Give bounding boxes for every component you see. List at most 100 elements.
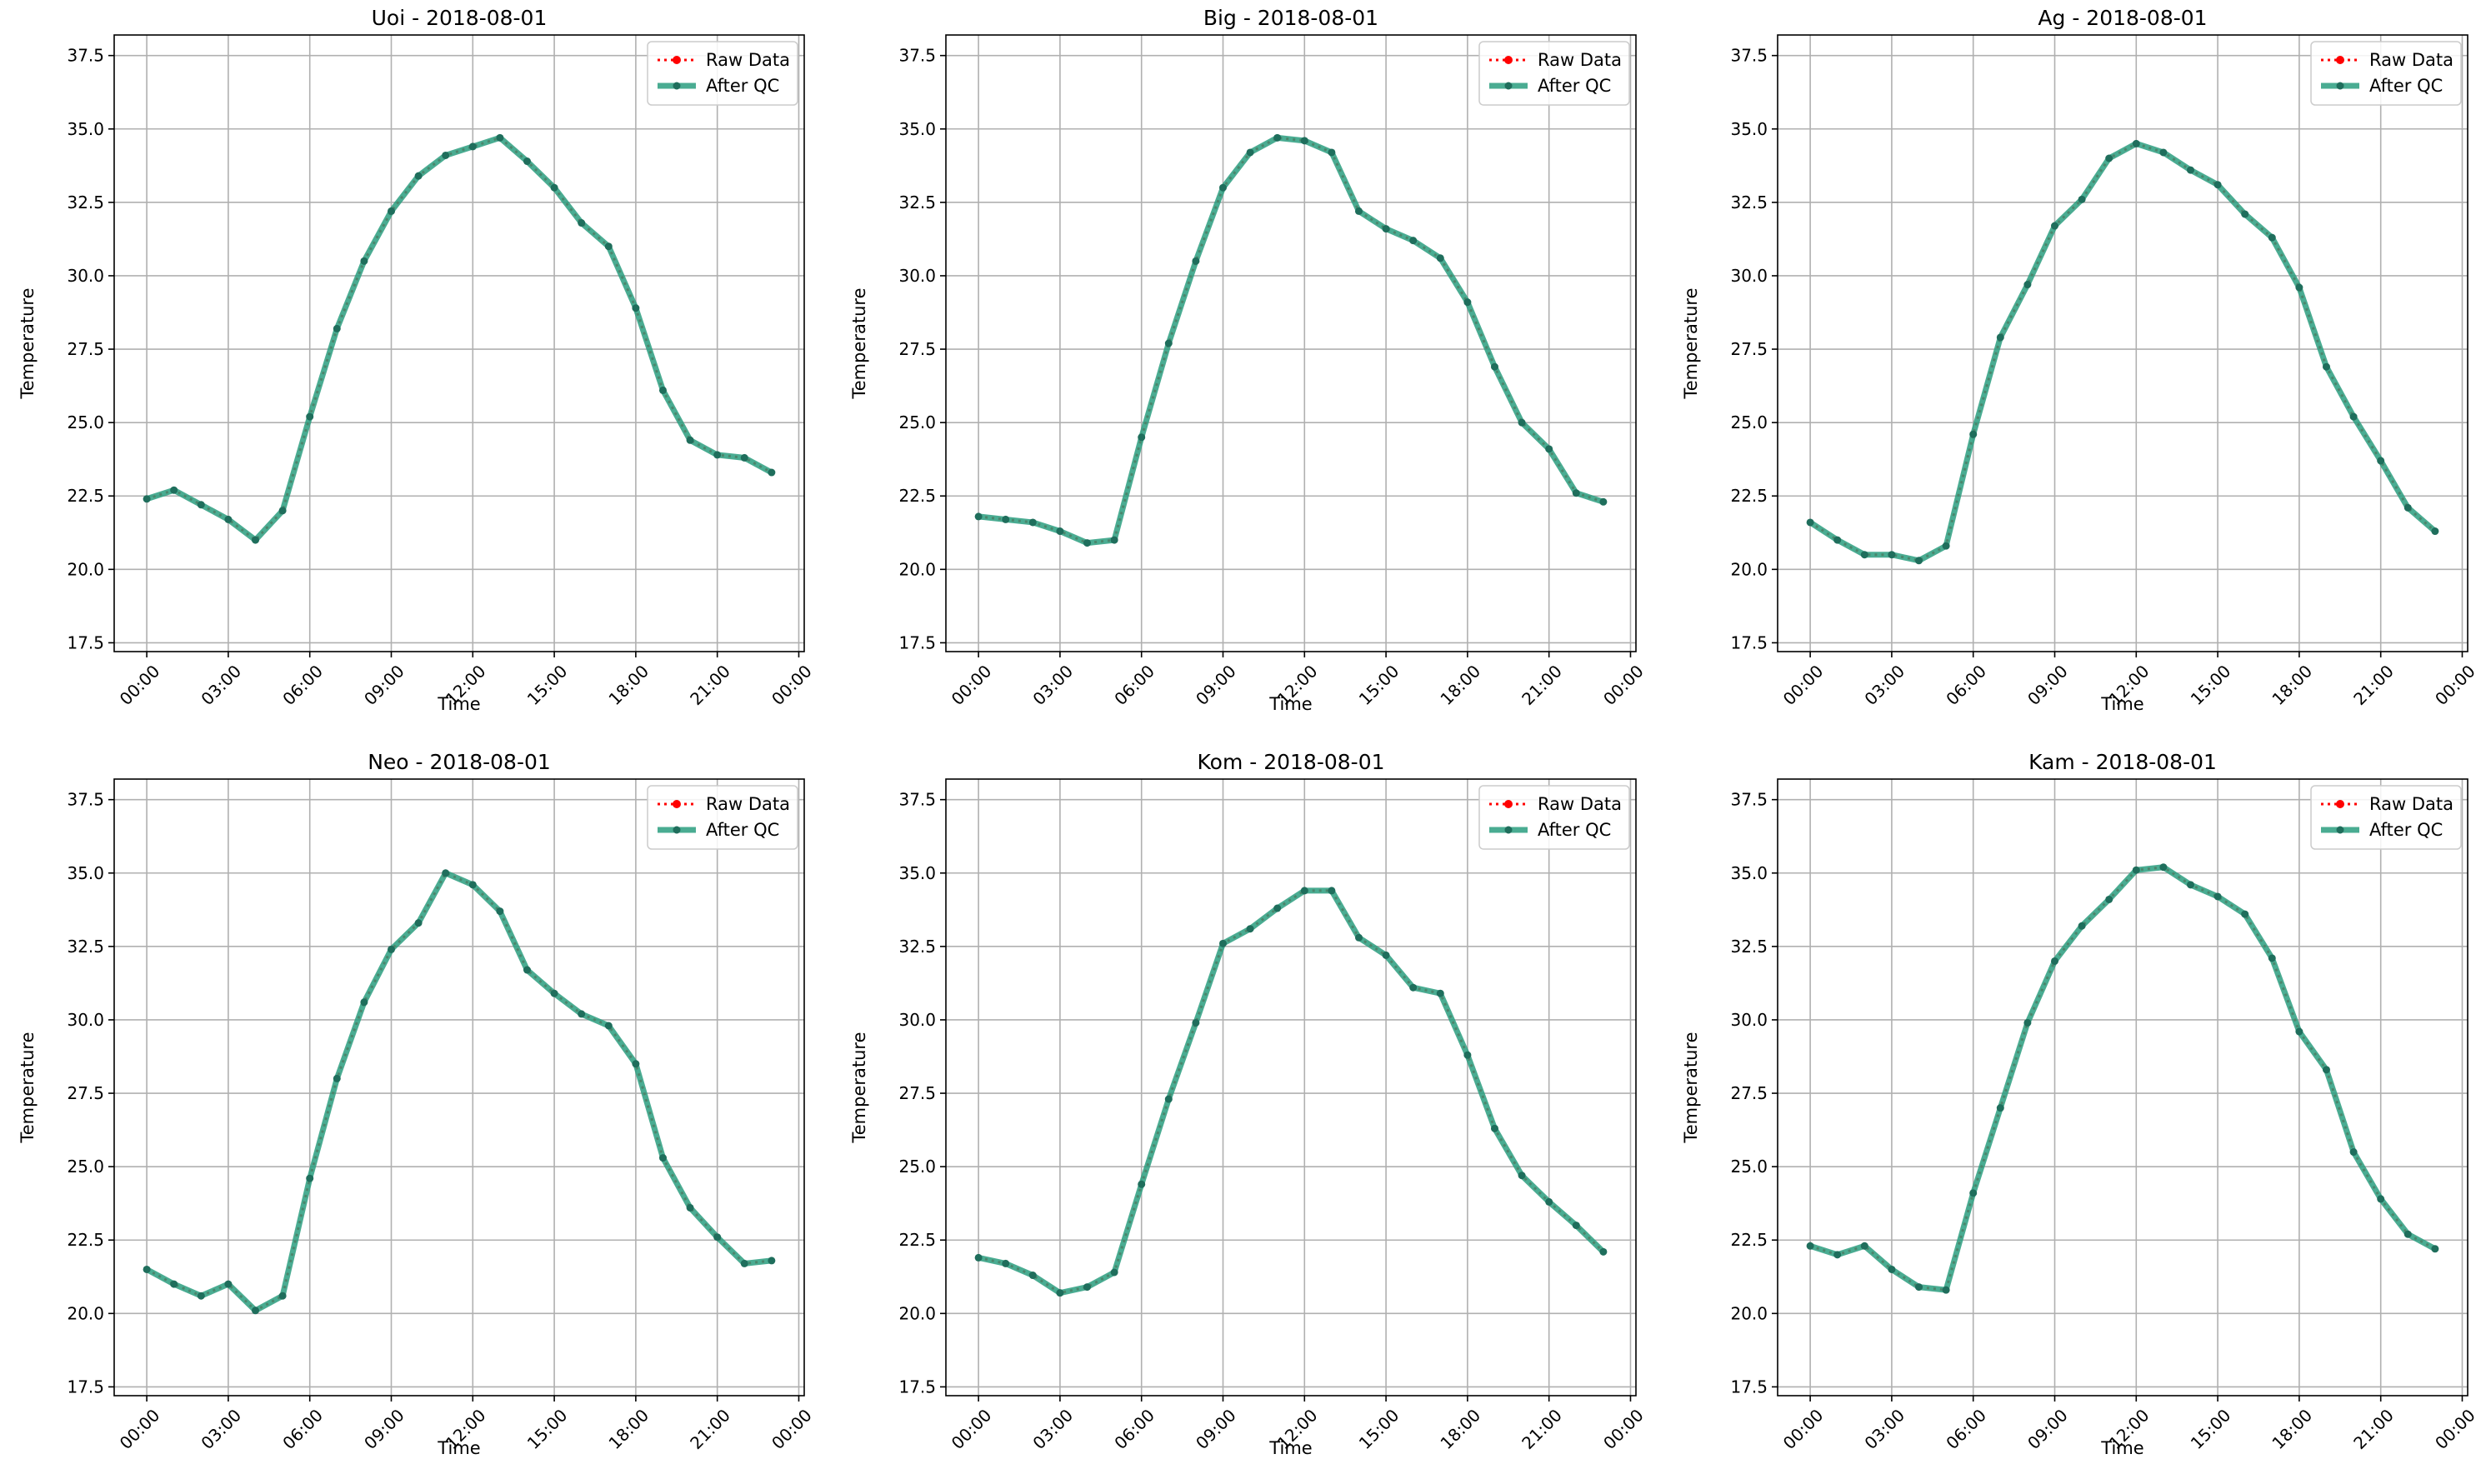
- data-point-after-qc: [468, 142, 477, 151]
- x-tick-label: 03:00: [1860, 1405, 1908, 1453]
- data-point-after-qc: [1915, 557, 1923, 565]
- data-point-after-qc: [2295, 283, 2303, 292]
- data-point-after-qc: [2186, 166, 2194, 174]
- data-point-after-qc: [523, 157, 531, 166]
- data-point-after-qc: [388, 945, 396, 953]
- data-point-after-qc: [740, 453, 748, 462]
- data-point-after-qc: [1518, 418, 1526, 427]
- y-tick-label: 37.5: [898, 790, 936, 810]
- y-tick-label: 30.0: [1730, 266, 1768, 286]
- data-point-after-qc: [360, 998, 368, 1007]
- data-point-after-qc: [333, 324, 341, 332]
- data-point-after-qc: [1860, 1242, 1868, 1250]
- data-point-after-qc: [1572, 489, 1580, 497]
- data-point-after-qc: [197, 1292, 205, 1300]
- y-tick-label: 22.5: [898, 486, 936, 506]
- data-point-after-qc: [333, 1074, 341, 1082]
- x-tick-label: 00:00: [1779, 1405, 1828, 1453]
- x-tick-label: 21:00: [686, 661, 734, 709]
- y-tick-label: 20.0: [898, 1303, 936, 1323]
- x-tick-label: 21:00: [2349, 1405, 2398, 1453]
- y-tick-label: 37.5: [67, 790, 104, 810]
- data-point-after-qc: [1382, 225, 1390, 233]
- x-tick-label: 03:00: [197, 1405, 245, 1453]
- data-point-after-qc: [2295, 1027, 2303, 1036]
- data-point-after-qc: [1246, 148, 1254, 157]
- data-point-after-qc: [2105, 154, 2113, 162]
- x-tick-label: 06:00: [1110, 661, 1158, 709]
- x-tick-label: 21:00: [1518, 1405, 1566, 1453]
- y-tick-label: 27.5: [1730, 339, 1768, 359]
- x-tick-label: 03:00: [197, 661, 245, 709]
- data-point-after-qc: [1219, 183, 1228, 192]
- legend-box: [647, 41, 798, 106]
- data-point-after-qc: [1463, 1051, 1472, 1059]
- data-point-after-qc: [1942, 1286, 1950, 1294]
- data-point-after-qc: [2186, 881, 2194, 889]
- data-point-after-qc: [550, 183, 558, 192]
- x-tick-label: 15:00: [1355, 661, 1403, 709]
- x-tick-label: 00:00: [116, 1405, 164, 1453]
- data-point-after-qc: [1354, 933, 1363, 942]
- legend-box: [2310, 41, 2462, 106]
- data-point-after-qc: [1083, 1283, 1092, 1292]
- series-line-after-qc: [1809, 864, 2437, 1293]
- x-tick-label: 00:00: [948, 1405, 996, 1453]
- x-tick-label: 18:00: [604, 1405, 653, 1453]
- data-point-after-qc: [1888, 1265, 1896, 1273]
- y-tick-label: 17.5: [1730, 632, 1768, 652]
- data-point-after-qc: [1833, 1251, 1842, 1259]
- data-point-after-qc: [2403, 503, 2412, 512]
- legend-box: [647, 785, 798, 850]
- y-axis-label: Temperature: [1681, 1032, 1701, 1143]
- data-point-after-qc: [2241, 910, 2249, 918]
- y-tick-label: 37.5: [1730, 790, 1768, 810]
- data-point-after-qc: [1996, 333, 2004, 342]
- series-line-raw-data: [978, 889, 1604, 1295]
- data-point-after-qc: [713, 451, 722, 459]
- y-tick-label: 22.5: [898, 1230, 936, 1250]
- axes-frame: [945, 34, 1637, 652]
- data-point-after-qc: [1273, 904, 1282, 912]
- data-point-after-qc: [388, 207, 396, 215]
- x-tick-label: 06:00: [1942, 1405, 1990, 1453]
- series-line-raw-data: [146, 136, 773, 542]
- x-tick-label: 03:00: [1028, 661, 1077, 709]
- data-point-after-qc: [1273, 133, 1282, 142]
- y-tick-label: 27.5: [898, 1083, 936, 1103]
- data-point-after-qc: [2078, 922, 2086, 930]
- data-point-after-qc: [306, 1174, 314, 1182]
- y-tick-label: 22.5: [1730, 1230, 1768, 1250]
- x-tick-label: 21:00: [2349, 661, 2398, 709]
- data-point-after-qc: [1056, 527, 1064, 536]
- y-axis-label: Temperature: [18, 287, 38, 399]
- data-point-after-qc: [2241, 210, 2249, 218]
- legend-marker-raw-data: [673, 56, 681, 64]
- x-tick-label: 09:00: [1192, 1405, 1240, 1453]
- data-point-after-qc: [974, 512, 983, 521]
- data-point-after-qc: [578, 219, 586, 227]
- data-point-after-qc: [1002, 515, 1010, 523]
- y-tick-label: 27.5: [67, 339, 104, 359]
- data-point-after-qc: [1806, 518, 1814, 527]
- data-point-after-qc: [2213, 181, 2222, 189]
- data-point-after-qc: [496, 907, 504, 916]
- x-tick-label: 15:00: [523, 661, 572, 709]
- x-tick-label: 00:00: [1599, 1405, 1648, 1453]
- data-point-after-qc: [224, 515, 233, 523]
- legend-marker-raw-data: [2336, 56, 2344, 64]
- data-point-after-qc: [2377, 1195, 2385, 1203]
- data-point-after-qc: [1083, 539, 1092, 547]
- y-tick-label: 30.0: [1730, 1010, 1768, 1030]
- y-axis-label: Temperature: [849, 287, 869, 399]
- data-point-after-qc: [658, 386, 667, 394]
- data-point-after-qc: [1436, 254, 1444, 262]
- data-point-after-qc: [1996, 1104, 2004, 1112]
- y-tick-label: 35.0: [67, 863, 104, 883]
- x-tick-label: 15:00: [2187, 661, 2235, 709]
- legend: Raw Data After QC: [2310, 41, 2462, 106]
- series-line-after-qc: [978, 134, 1604, 547]
- y-tick-label: 27.5: [67, 1083, 104, 1103]
- series-line-after-qc: [978, 887, 1606, 1297]
- data-point-after-qc: [2349, 1148, 2358, 1157]
